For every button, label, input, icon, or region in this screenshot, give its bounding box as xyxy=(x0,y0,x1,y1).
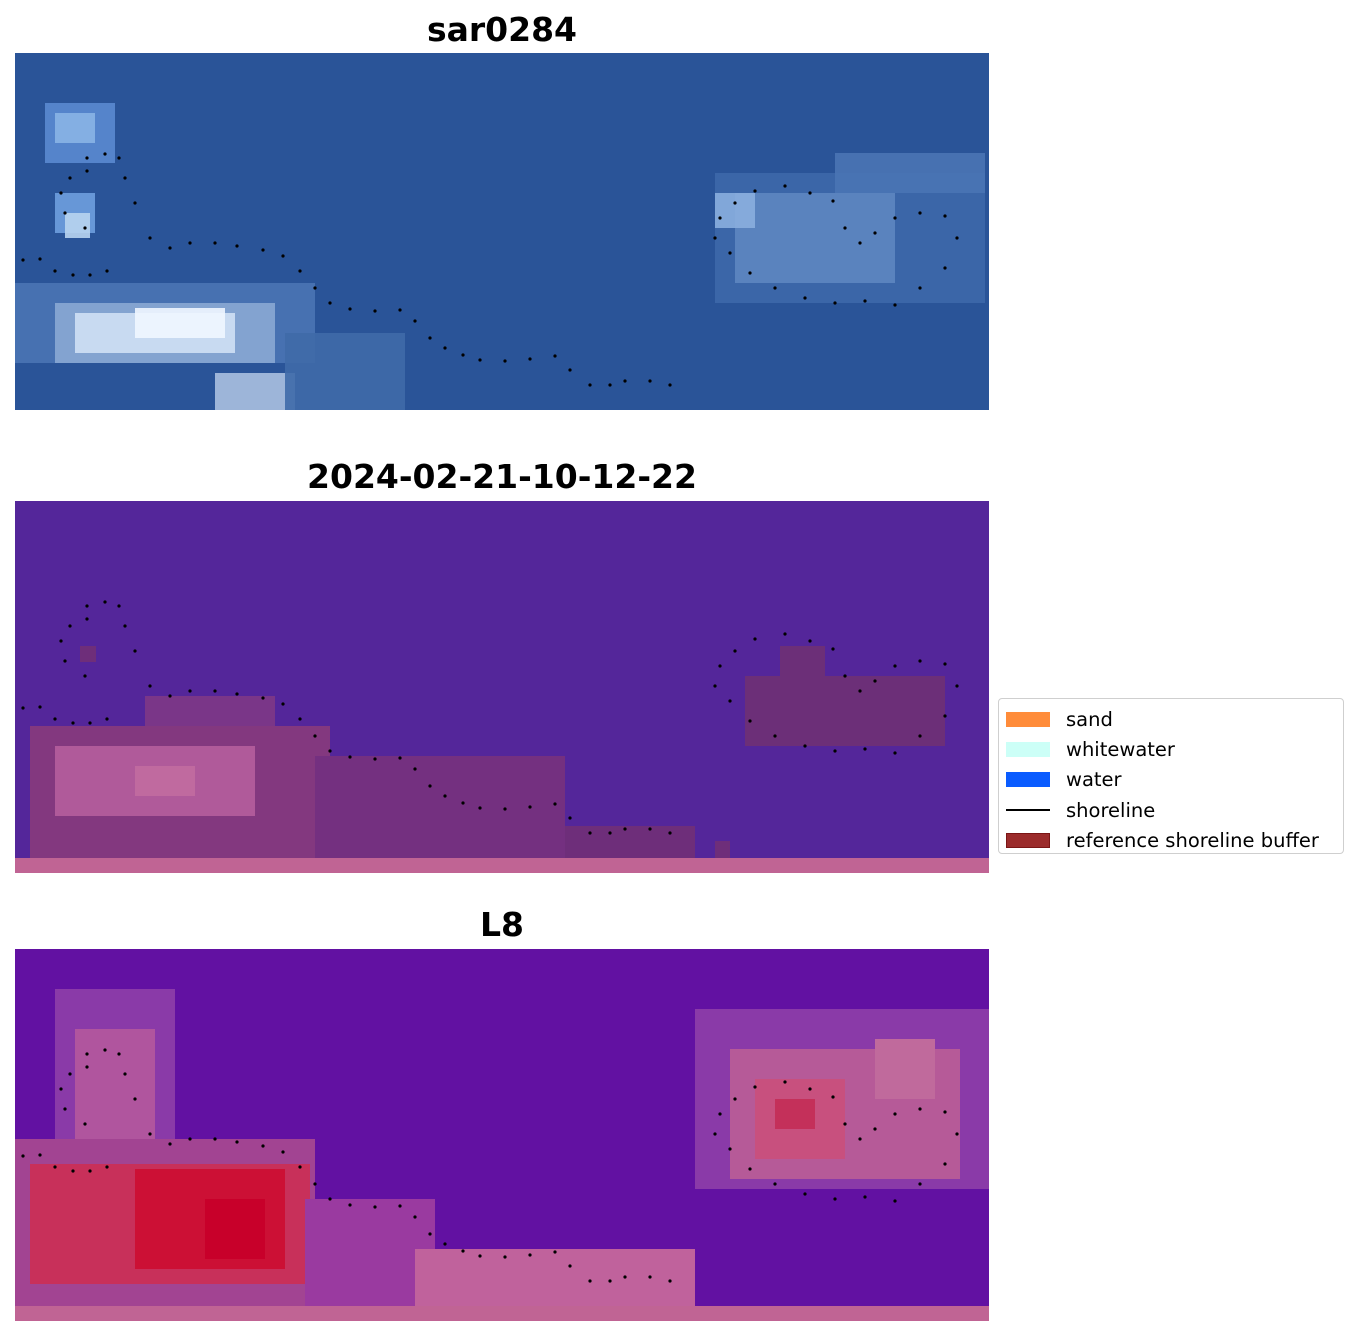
index-pixels xyxy=(15,949,989,1321)
buffer-swatch xyxy=(1006,832,1050,848)
legend-label-buffer: reference shoreline buffer xyxy=(1066,828,1319,852)
shoreline-swatch xyxy=(1006,809,1050,812)
whitewater-swatch xyxy=(1006,741,1050,757)
sar-rgb-image xyxy=(15,53,989,410)
legend-item-water: water xyxy=(1006,765,1343,795)
shoreline-dots-classified xyxy=(21,600,959,835)
legend-item-buffer: reference shoreline buffer xyxy=(1006,825,1343,855)
water-swatch xyxy=(1006,772,1050,788)
legend-item-shoreline: shoreline xyxy=(1006,795,1343,825)
index-image xyxy=(15,949,989,1321)
legend-item-sand: sand xyxy=(1006,704,1343,734)
buffer-pixels-classified xyxy=(15,646,989,873)
legend-label-sand: sand xyxy=(1066,707,1113,731)
classified-image xyxy=(15,501,989,873)
panel-title-date: 2024-02-21-10-12-22 xyxy=(307,457,697,496)
legend-label-water: water xyxy=(1066,768,1122,792)
cloud-pixels-sar xyxy=(15,103,985,410)
panel-title-sar: sar0284 xyxy=(426,10,578,49)
shoreline-dots-sar xyxy=(21,152,959,387)
legend: sand whitewater water shoreline referenc… xyxy=(998,698,1344,854)
legend-item-whitewater: whitewater xyxy=(1006,734,1343,764)
shoreline-dots-index xyxy=(21,1048,959,1283)
legend-label-whitewater: whitewater xyxy=(1066,737,1175,761)
legend-label-shoreline: shoreline xyxy=(1066,798,1156,822)
sand-swatch xyxy=(1006,711,1050,727)
panel-title-l8: L8 xyxy=(480,905,524,944)
